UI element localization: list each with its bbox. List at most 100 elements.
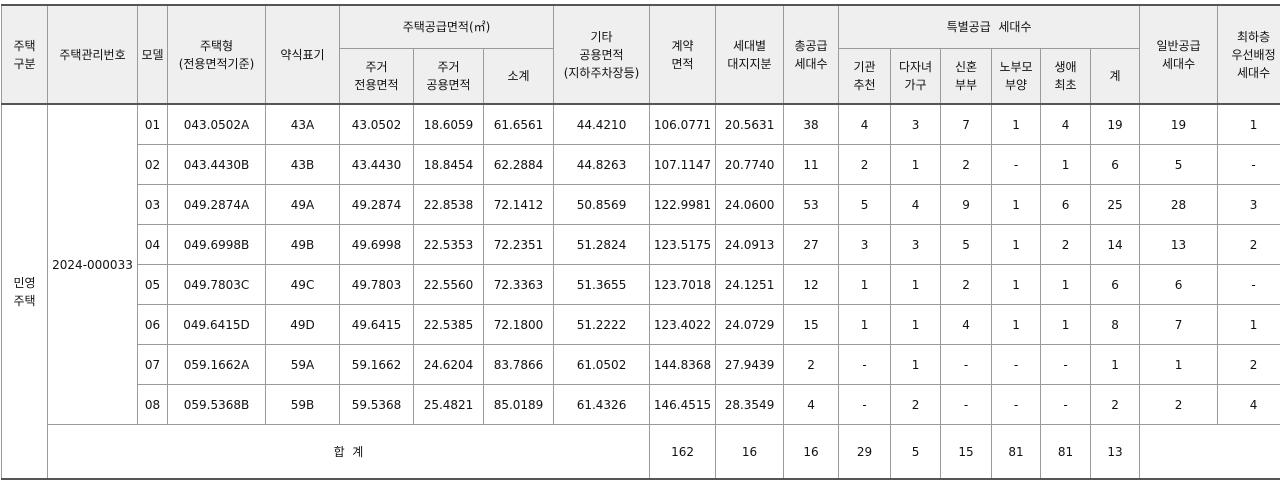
multi-cell: 1 <box>891 305 941 345</box>
elder-cell: - <box>992 145 1041 185</box>
first-cell: 2 <box>1041 225 1091 265</box>
common-area-cell: 22.5353 <box>414 225 484 265</box>
other-common-cell: 61.0502 <box>554 345 650 385</box>
special-sum-cell: 25 <box>1091 185 1140 225</box>
multi-cell: 3 <box>891 225 941 265</box>
total-supply-cell: 4 <box>784 385 839 425</box>
header-supply-area: 주택공급면적(㎡) <box>340 5 554 49</box>
inst-cell: 1 <box>839 305 891 345</box>
header-model: 모델 <box>138 5 168 104</box>
subtotal-cell: 72.1412 <box>484 185 554 225</box>
land-share-cell: 27.9439 <box>716 345 784 385</box>
land-share-cell: 24.0913 <box>716 225 784 265</box>
land-share-cell: 28.3549 <box>716 385 784 425</box>
lowest-cell: - <box>1218 145 1280 185</box>
model-cell: 04 <box>138 225 168 265</box>
first-sum: 15 <box>941 425 992 480</box>
newlywed-cell: - <box>941 385 992 425</box>
exclusive-area-cell: 59.5368 <box>340 385 414 425</box>
inst-cell: 4 <box>839 104 891 145</box>
total-supply-cell: 38 <box>784 104 839 145</box>
model-cell: 08 <box>138 385 168 425</box>
other-common-cell: 51.3655 <box>554 265 650 305</box>
exclusive-area-cell: 49.7803 <box>340 265 414 305</box>
exclusive-area-cell: 49.2874 <box>340 185 414 225</box>
common-area-cell: 25.4821 <box>414 385 484 425</box>
subtotal-cell: 61.6561 <box>484 104 554 145</box>
land-share-cell: 20.5631 <box>716 104 784 145</box>
elder-cell: 1 <box>992 225 1041 265</box>
contract-area-cell: 106.0771 <box>650 104 716 145</box>
general-cell: 6 <box>1140 265 1218 305</box>
house-type-cell: 043.4430B <box>168 145 266 185</box>
lowest-cell: 3 <box>1218 185 1280 225</box>
contract-area-cell: 146.4515 <box>650 385 716 425</box>
land-share-cell: 24.0729 <box>716 305 784 345</box>
special-sum-cell: 6 <box>1091 265 1140 305</box>
other-common-cell: 61.4326 <box>554 385 650 425</box>
first-cell: - <box>1041 345 1091 385</box>
model-cell: 07 <box>138 345 168 385</box>
mgmt-no-cell: 2024-000033 <box>48 104 138 425</box>
common-area-cell: 22.8538 <box>414 185 484 225</box>
house-type-cell: 049.7803C <box>168 265 266 305</box>
elder-cell: 1 <box>992 185 1041 225</box>
lowest-cell: 2 <box>1218 225 1280 265</box>
other-common-cell: 51.2222 <box>554 305 650 345</box>
abbr-cell: 49C <box>266 265 340 305</box>
total-supply-cell: 2 <box>784 345 839 385</box>
subtotal-cell: 72.3363 <box>484 265 554 305</box>
total-supply-cell: 27 <box>784 225 839 265</box>
newlywed-cell: - <box>941 345 992 385</box>
elder-cell: - <box>992 345 1041 385</box>
contract-area-cell: 123.4022 <box>650 305 716 345</box>
contract-area-cell: 144.8368 <box>650 345 716 385</box>
general-cell: 5 <box>1140 145 1218 185</box>
newlywed-cell: 5 <box>941 225 992 265</box>
total-supply-cell: 11 <box>784 145 839 185</box>
abbr-cell: 49B <box>266 225 340 265</box>
model-cell: 02 <box>138 145 168 185</box>
total-supply-sum: 162 <box>650 425 716 480</box>
abbr-cell: 43B <box>266 145 340 185</box>
first-cell: 4 <box>1041 104 1091 145</box>
exclusive-area-cell: 43.0502 <box>340 104 414 145</box>
elder-sum: 5 <box>891 425 941 480</box>
total-supply-cell: 12 <box>784 265 839 305</box>
exclusive-area-cell: 49.6415 <box>340 305 414 345</box>
other-common-cell: 44.8263 <box>554 145 650 185</box>
multi-cell: 2 <box>891 385 941 425</box>
abbr-cell: 59A <box>266 345 340 385</box>
newlywed-cell: 9 <box>941 185 992 225</box>
contract-area-cell: 123.7018 <box>650 265 716 305</box>
first-cell: 1 <box>1041 265 1091 305</box>
first-cell: 1 <box>1041 145 1091 185</box>
general-cell: 2 <box>1140 385 1218 425</box>
inst-cell: 2 <box>839 145 891 185</box>
total-label: 합 계 <box>48 425 650 480</box>
newlywed-cell: 2 <box>941 265 992 305</box>
subtotal-cell: 72.1800 <box>484 305 554 345</box>
special-sum-cell: 6 <box>1091 145 1140 185</box>
exclusive-area-cell: 43.4430 <box>340 145 414 185</box>
other-common-cell: 44.4210 <box>554 104 650 145</box>
model-cell: 03 <box>138 185 168 225</box>
multi-cell: 1 <box>891 145 941 185</box>
general-cell: 7 <box>1140 305 1218 345</box>
inst-cell: - <box>839 345 891 385</box>
house-type-cell: 043.0502A <box>168 104 266 145</box>
header-subtotal: 소계 <box>484 49 554 105</box>
other-common-cell: 50.8569 <box>554 185 650 225</box>
inst-cell: 3 <box>839 225 891 265</box>
house-type-cell: 059.1662A <box>168 345 266 385</box>
